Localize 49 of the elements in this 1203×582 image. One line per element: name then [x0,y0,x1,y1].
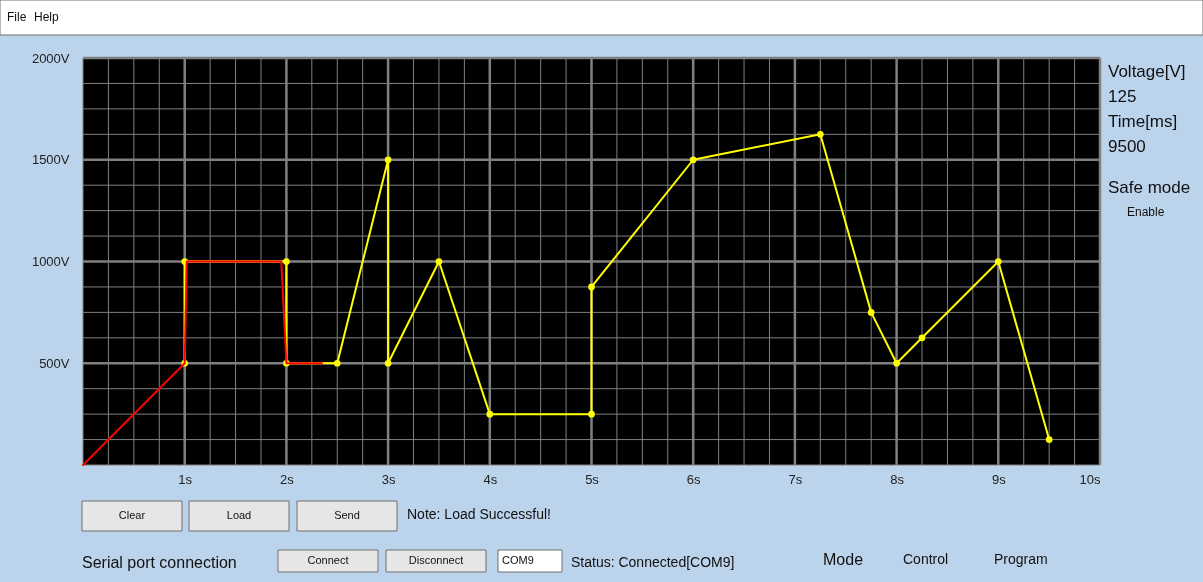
text: Clear [118,509,146,521]
x-tick-label: 9s [991,471,1007,487]
x-tick-label: 10s [1079,471,1101,487]
x-tick-label: 5s [585,471,600,487]
text: Load [226,509,252,521]
text: Enable [1127,205,1165,219]
text: Control [903,551,949,567]
y-tick-label: 1000V [31,254,70,269]
text: Disconnect [408,554,464,566]
point [384,359,392,367]
text: File [7,10,27,24]
x-tick-label: 1s [178,471,193,487]
point [918,334,926,342]
point [486,410,494,418]
point [384,156,392,164]
point [333,359,341,367]
text: Status: Connected[COM9] [571,554,735,570]
point [893,359,900,367]
point [588,410,595,418]
x-tick-label: 4s [483,471,498,487]
text: Connect [307,554,349,566]
point [283,258,290,265]
text: 9500 [1108,137,1146,156]
text: Safe mode [1108,178,1191,197]
text: Serial port connection [82,554,237,571]
text: Voltage[V] [1108,62,1186,81]
y-tick-label: 500V [39,355,70,371]
point [1045,436,1053,443]
text: 125 [1108,87,1137,106]
text: Note: Load Successful! [407,506,551,522]
text: Mode [823,551,864,568]
x-tick-label: 8s [890,471,905,487]
text: Program [994,551,1048,567]
x-tick-label: 2s [280,471,295,487]
text: COM9 [502,554,534,566]
text: Help [34,10,60,24]
y-tick-label: 2000V [31,50,70,66]
x-tick-label: 7s [788,471,803,487]
text: Send [334,509,360,521]
x-tick-label: 3s [381,471,396,487]
point [867,309,875,316]
y-tick-label: 1500V [31,152,70,168]
point [588,283,595,291]
point [435,258,443,265]
x-tick-label: 6s [686,471,702,487]
text: Time[ms] [1108,112,1178,131]
point [816,130,824,138]
point [689,156,697,164]
point [994,258,1002,265]
